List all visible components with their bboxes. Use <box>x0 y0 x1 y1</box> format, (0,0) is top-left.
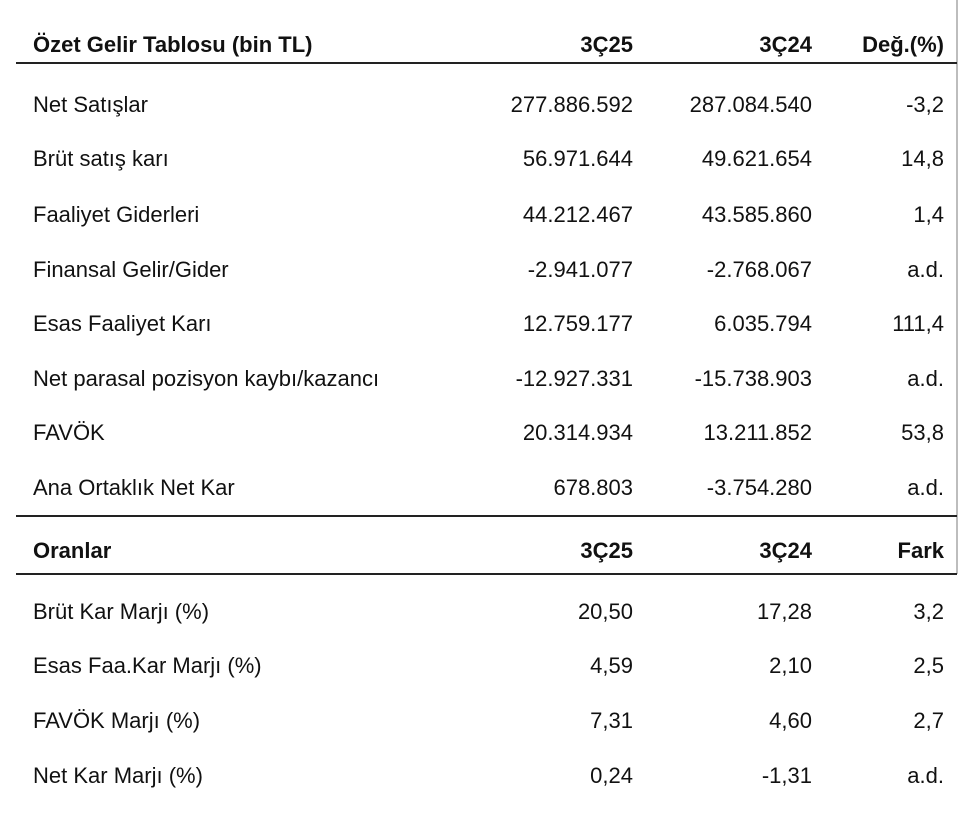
cell-value: a.d. <box>907 366 944 391</box>
cell-value: Fark <box>897 538 944 563</box>
row-label: Esas Faa.Kar Marjı (%) <box>33 653 262 678</box>
cell-value: 20,50 <box>577 599 633 624</box>
cell-value: 2,7 <box>913 708 944 733</box>
cell-value: 53,8 <box>901 420 944 445</box>
table-row: Esas Faaliyet Karı 12.759.177 6.035.794 111… <box>0 309 960 339</box>
cell-value: -1,31 <box>761 763 812 788</box>
cell-value: 0,24 <box>590 763 633 788</box>
cell-value: 678.803 <box>553 475 633 500</box>
cell-value: -3,2 <box>906 92 944 117</box>
cell-value: 3Ç25 <box>580 32 633 57</box>
section-divider <box>16 515 957 517</box>
cell-value: -2.768.067 <box>706 257 812 282</box>
cell-value: 12.759.177 <box>522 311 633 336</box>
ratios-header-divider <box>16 573 957 575</box>
row-label: FAVÖK Marjı (%) <box>33 708 201 733</box>
header-divider <box>16 62 957 64</box>
cell-value: 277.886.592 <box>510 92 633 117</box>
cell-value: -15.738.903 <box>694 366 812 391</box>
table-row: Net Satışlar 277.886.592 287.084.540 -3,2 <box>0 90 960 120</box>
cell-value: -2.941.077 <box>527 257 633 282</box>
row-label: Brüt satış karı <box>33 146 169 171</box>
cell-value: 44.212.467 <box>522 202 633 227</box>
table-row: FAVÖK 20.314.934 13.211.852 53,8 <box>0 418 960 448</box>
cell-value: 111,4 <box>892 311 944 336</box>
cell-value: 4,59 <box>590 653 633 678</box>
table-row: Esas Faa.Kar Marjı (%) 4,59 2,10 2,5 <box>0 651 960 681</box>
cell-value: a.d. <box>907 257 944 282</box>
cell-value: 14,8 <box>901 146 944 171</box>
cell-value: Değ.(%) <box>862 32 944 57</box>
cell-value: 13.211.852 <box>703 420 812 445</box>
cell-value: -12.927.331 <box>515 366 633 391</box>
table-row: Net Kar Marjı (%) 0,24 -1,31 a.d. <box>0 761 960 791</box>
cell-value: 2,5 <box>913 653 944 678</box>
row-label: Net Satışlar <box>33 92 148 117</box>
row-label: Özet Gelir Tablosu (bin TL) <box>33 32 313 57</box>
table-header: Özet Gelir Tablosu (bin TL) 3Ç25 3Ç24 Değ.(… <box>0 30 960 60</box>
cell-value: 6.035.794 <box>714 311 812 336</box>
table-row: Finansal Gelir/Gider -2.941.077 -2.768.067… <box>0 255 960 285</box>
table-row: FAVÖK Marjı (%) 7,31 4,60 2,7 <box>0 706 960 736</box>
cell-value: 2,10 <box>769 653 812 678</box>
row-label: Finansal Gelir/Gider <box>33 257 229 282</box>
row-label: Brüt Kar Marjı (%) <box>33 599 210 624</box>
row-label: Net parasal pozisyon kaybı/kazancı <box>33 366 380 391</box>
table-row: Brüt satış karı 56.971.644 49.621.654 14,8 <box>0 144 960 174</box>
cell-value: 7,31 <box>590 708 633 733</box>
cell-value: 287.084.540 <box>689 92 812 117</box>
cell-value: 3,2 <box>913 599 944 624</box>
cell-value: 3Ç25 <box>580 538 633 563</box>
table-row: Net parasal pozisyon kaybı/kazancı -12.92… <box>0 364 960 394</box>
cell-value: 3Ç24 <box>759 32 812 57</box>
ratios-header: Oranlar 3Ç25 3Ç24 Fark <box>0 536 960 566</box>
cell-value: 49.621.654 <box>701 146 812 171</box>
row-label: Ana Ortaklık Net Kar <box>33 475 235 500</box>
table-row: Ana Ortaklık Net Kar 678.803 -3.754.280 a.d… <box>0 473 960 503</box>
cell-value: 3Ç24 <box>759 538 812 563</box>
table-row: Brüt Kar Marjı (%) 20,50 17,28 3,2 <box>0 597 960 627</box>
cell-value: 1,4 <box>913 202 944 227</box>
cell-value: 17,28 <box>756 599 812 624</box>
table-row: Faaliyet Giderleri 44.212.467 43.585.860 1,… <box>0 200 960 230</box>
cell-value: 56.971.644 <box>522 146 633 171</box>
row-label: Net Kar Marjı (%) <box>33 763 203 788</box>
cell-value: a.d. <box>907 763 944 788</box>
cell-value: a.d. <box>907 475 944 500</box>
cell-value: 43.585.860 <box>701 202 812 227</box>
row-label: FAVÖK <box>33 420 105 445</box>
cell-value: 4,60 <box>769 708 812 733</box>
table-right-border <box>956 0 958 574</box>
cell-value: 20.314.934 <box>522 420 633 445</box>
cell-value: -3.754.280 <box>706 475 812 500</box>
row-label: Esas Faaliyet Karı <box>33 311 212 336</box>
row-label: Oranlar <box>33 538 112 563</box>
row-label: Faaliyet Giderleri <box>33 202 200 227</box>
